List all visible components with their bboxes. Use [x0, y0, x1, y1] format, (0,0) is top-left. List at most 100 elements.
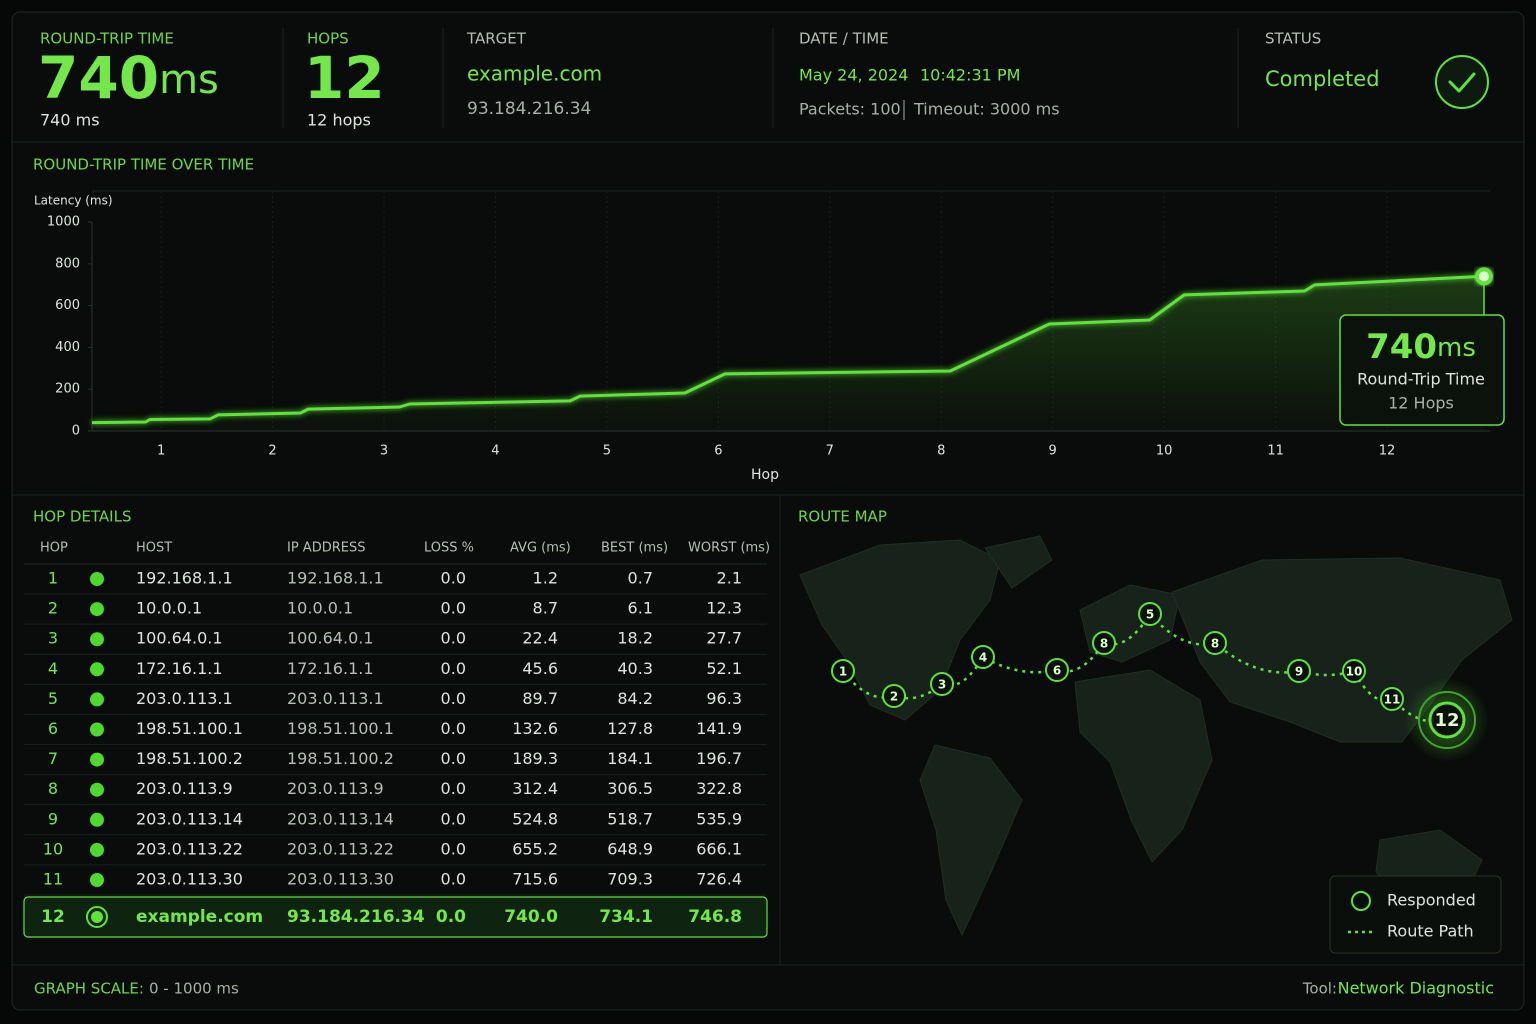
- column-header: AVG (ms): [510, 541, 571, 556]
- y-tick-label: 600: [55, 298, 80, 313]
- tool-value: Network Diagnostic: [1338, 979, 1494, 998]
- cell: 709.3: [607, 870, 653, 889]
- cell: 0.0: [441, 749, 466, 768]
- hop-node: [831, 659, 855, 683]
- hop-node-label: 3: [938, 678, 946, 692]
- hop-node-label: 5: [1146, 608, 1154, 622]
- status-dot: [90, 602, 104, 617]
- cell: 189.3: [512, 749, 558, 768]
- cell: 89.7: [522, 689, 558, 708]
- y-axis-label: Latency (ms): [34, 194, 113, 208]
- cell: 10.0.0.1: [136, 599, 202, 618]
- cell: 740.0: [504, 907, 558, 927]
- x-tick-label: 7: [826, 444, 834, 459]
- x-tick-label: 10: [1156, 444, 1173, 459]
- status-dot: [91, 911, 103, 923]
- chart-title: ROUND-TRIP TIME OVER TIME: [33, 156, 254, 174]
- cell: 203.0.113.14: [136, 809, 243, 828]
- cell: 45.6: [522, 659, 558, 678]
- column-header: HOST: [136, 541, 172, 556]
- cell: 0.0: [441, 599, 466, 618]
- y-tick-label: 1000: [47, 215, 80, 230]
- cell: 0.7: [628, 569, 653, 588]
- cell: example.com: [136, 907, 263, 927]
- cell: 172.16.1.1: [287, 659, 374, 678]
- hop-node-label: 12: [1434, 710, 1459, 731]
- cell: 127.8: [607, 719, 653, 738]
- hop-node-label: 9: [1295, 665, 1303, 679]
- x-tick-label: 5: [603, 444, 611, 459]
- cell: 84.2: [617, 689, 653, 708]
- tool-label: Tool:: [1302, 980, 1337, 998]
- cell: 0.0: [441, 629, 466, 648]
- cell: 141.9: [696, 719, 742, 738]
- rtt-detail: 740 ms: [40, 111, 100, 130]
- cell: 52.1: [706, 659, 742, 678]
- table-title: HOP DETAILS: [33, 508, 132, 526]
- hop-node: [1045, 658, 1069, 682]
- cell: 184.1: [607, 749, 653, 768]
- hop-node: [882, 684, 906, 708]
- cell: 8.7: [533, 599, 558, 618]
- cell: 2: [48, 599, 58, 618]
- x-tick-label: 4: [491, 444, 499, 459]
- cell: 132.6: [512, 719, 558, 738]
- rtt-unit: ms: [159, 57, 219, 103]
- cell: 0.0: [441, 809, 466, 828]
- cell: 10.0.0.1: [287, 599, 353, 618]
- hop-node: [1380, 687, 1404, 711]
- cell: 0.0: [441, 569, 466, 588]
- rtt-number: 740: [38, 44, 159, 112]
- cell: 518.7: [607, 809, 653, 828]
- highlight-row: [23, 896, 768, 938]
- cell: 4: [48, 659, 58, 678]
- target-ip: 93.184.216.34: [467, 99, 591, 119]
- cell: 3: [48, 629, 58, 648]
- cell: 198.51.100.2: [136, 749, 243, 768]
- cell: 0.0: [441, 689, 466, 708]
- line: [91, 274, 1485, 425]
- cell: 203.0.113.30: [287, 870, 394, 889]
- hop-node-label: 2: [890, 690, 898, 704]
- cell: 192.168.1.1: [287, 569, 384, 588]
- datetime-label: DATE / TIME: [799, 30, 889, 48]
- cell: 198.51.100.1: [287, 719, 394, 738]
- status-dot: [90, 782, 104, 797]
- cell: 715.6: [512, 870, 558, 889]
- status-dot: [90, 722, 104, 737]
- cell: 666.1: [696, 839, 742, 858]
- callout-detail: 12 Hops: [1388, 394, 1454, 413]
- status-label: STATUS: [1265, 30, 1321, 48]
- hop-table: HOP HOST IP ADDRESS LOSS % AVG (ms) BEST (ms)…: [24, 541, 770, 928]
- hop-node-label: 8: [1211, 637, 1219, 651]
- column-header: IP ADDRESS: [287, 541, 365, 556]
- x-tick-label: 11: [1267, 444, 1284, 459]
- cell: 203.0.113.22: [136, 839, 243, 858]
- cell: 96.3: [706, 689, 742, 708]
- cell: 6.1: [628, 599, 653, 618]
- cell: 0.0: [436, 907, 466, 927]
- cell: 8: [48, 779, 58, 798]
- hop-node-label: 11: [1384, 693, 1401, 707]
- map-legend: [1329, 875, 1502, 954]
- hops-detail: 12 hops: [307, 111, 371, 130]
- cell: 734.1: [599, 907, 653, 927]
- hop-node: [1092, 631, 1116, 655]
- cell: 7: [48, 749, 58, 768]
- legend-responded: Responded: [1387, 891, 1476, 910]
- status-dot: [90, 812, 104, 827]
- status-dot: [90, 632, 104, 647]
- cell: 203.0.113.9: [287, 779, 384, 798]
- hop-node: [1203, 631, 1227, 655]
- status-check: [1435, 55, 1489, 109]
- y-tick-label: 200: [55, 382, 80, 397]
- column-header: HOP: [40, 541, 68, 556]
- timeout: Timeout: 3000 ms: [913, 100, 1060, 119]
- status-dot: [90, 873, 104, 887]
- cell: 11: [43, 870, 63, 889]
- end-point: [1475, 267, 1493, 286]
- cell: 27.7: [706, 629, 742, 648]
- hop-node: [971, 645, 995, 669]
